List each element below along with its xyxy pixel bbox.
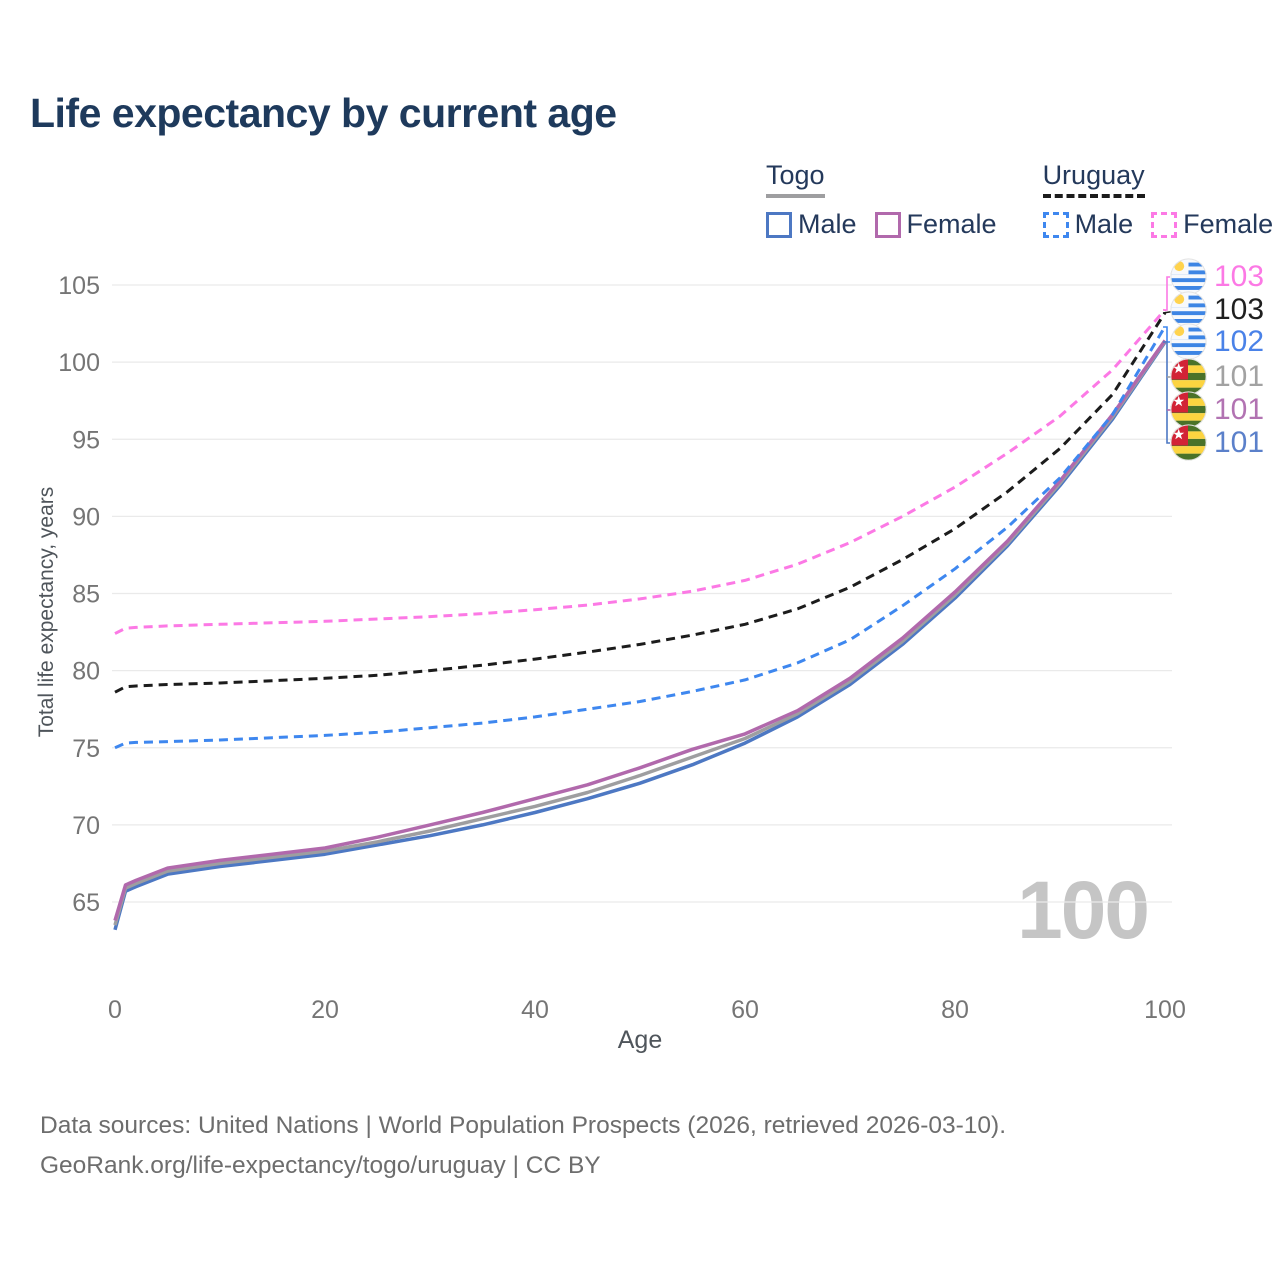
uruguay-flag-icon — [1170, 291, 1207, 328]
end-label-togo-101: 101 — [1170, 424, 1264, 461]
y-tick-label: 100 — [58, 349, 100, 377]
legend-row-togo: Male Female — [766, 209, 1015, 240]
legend-country-togo[interactable]: Togo — [766, 160, 825, 198]
x-tick-label: 100 — [1144, 996, 1186, 1024]
togo-flag-icon — [1170, 424, 1207, 461]
x-axis-title: Age — [617, 1026, 663, 1054]
series-line-uruguay-both[interactable] — [114, 311, 1167, 694]
x-tick-label: 80 — [941, 996, 969, 1024]
series-line-uruguay-male[interactable] — [114, 325, 1167, 750]
leader-uruguay-male — [1163, 326, 1170, 343]
legend-label-uruguay-male[interactable]: Male — [1074, 209, 1134, 239]
end-label-togo-101: 101 — [1170, 391, 1264, 428]
leader-togo-male — [1163, 341, 1170, 444]
y-tick-label: 90 — [72, 503, 100, 531]
series-line-uruguay-female[interactable] — [114, 308, 1167, 635]
x-tick-label: 60 — [731, 996, 759, 1024]
series-line-togo-male[interactable] — [113, 341, 1167, 931]
end-label-togo-101: 101 — [1170, 358, 1264, 395]
end-label-value: 103 — [1214, 293, 1265, 326]
end-label-value: 101 — [1214, 426, 1265, 459]
footer-link: GeoRank.org/life-expectancy/togo/uruguay… — [40, 1152, 601, 1179]
end-label-value: 101 — [1214, 393, 1265, 426]
legend-country-uruguay[interactable]: Uruguay — [1042, 160, 1145, 198]
legend: Togo Male Female Uruguay Male Female — [766, 160, 1280, 240]
end-label-uruguay-103: 103 — [1170, 291, 1264, 328]
footer-sources: Data sources: United Nations | World Pop… — [40, 1112, 1007, 1139]
y-tick-label: 105 — [58, 272, 100, 300]
end-label-value: 103 — [1214, 260, 1265, 293]
leader-uruguay-female — [1163, 276, 1170, 311]
y-axis-title: Total life expectancy, years — [35, 486, 58, 738]
legend-group-uruguay: Uruguay Male Female — [1042, 160, 1280, 240]
togo-male-swatch-icon[interactable] — [766, 211, 792, 238]
togo-flag-icon — [1170, 358, 1207, 395]
series-line-togo-both[interactable] — [113, 340, 1167, 926]
end-label-value: 101 — [1214, 360, 1265, 393]
uruguay-female-swatch-icon[interactable] — [1151, 211, 1178, 238]
togo-flag-icon — [1170, 391, 1207, 428]
y-tick-label: 80 — [72, 658, 100, 686]
x-tick-label: 40 — [521, 996, 549, 1024]
uruguay-flag-icon — [1170, 323, 1207, 360]
y-tick-label: 75 — [72, 735, 100, 763]
y-tick-label: 70 — [72, 812, 100, 840]
legend-label-togo-female[interactable]: Female — [906, 209, 997, 239]
legend-label-togo-male[interactable]: Male — [798, 209, 857, 239]
legend-row-uruguay: Male Female — [1042, 209, 1280, 240]
y-tick-label: 65 — [72, 889, 100, 917]
x-tick-label: 0 — [108, 996, 122, 1024]
footer: Data sources: United Nations | World Pop… — [40, 1106, 1006, 1186]
series-line-togo-female[interactable] — [113, 339, 1167, 921]
end-label-uruguay-103: 103 — [1170, 258, 1264, 295]
legend-label-uruguay-female[interactable]: Female — [1183, 209, 1274, 239]
legend-group-togo: Togo Male Female — [766, 160, 1015, 240]
uruguay-flag-icon — [1170, 258, 1207, 295]
y-tick-label: 95 — [72, 426, 100, 454]
uruguay-male-swatch-icon[interactable] — [1042, 211, 1069, 238]
y-tick-label: 85 — [72, 581, 100, 609]
age-watermark: 100 — [1017, 865, 1148, 956]
end-label-uruguay-102: 102 — [1170, 323, 1264, 360]
page-title: Life expectancy by current age — [30, 90, 617, 136]
togo-female-swatch-icon[interactable] — [874, 211, 901, 238]
x-tick-label: 20 — [311, 996, 339, 1024]
end-label-value: 102 — [1214, 325, 1265, 358]
